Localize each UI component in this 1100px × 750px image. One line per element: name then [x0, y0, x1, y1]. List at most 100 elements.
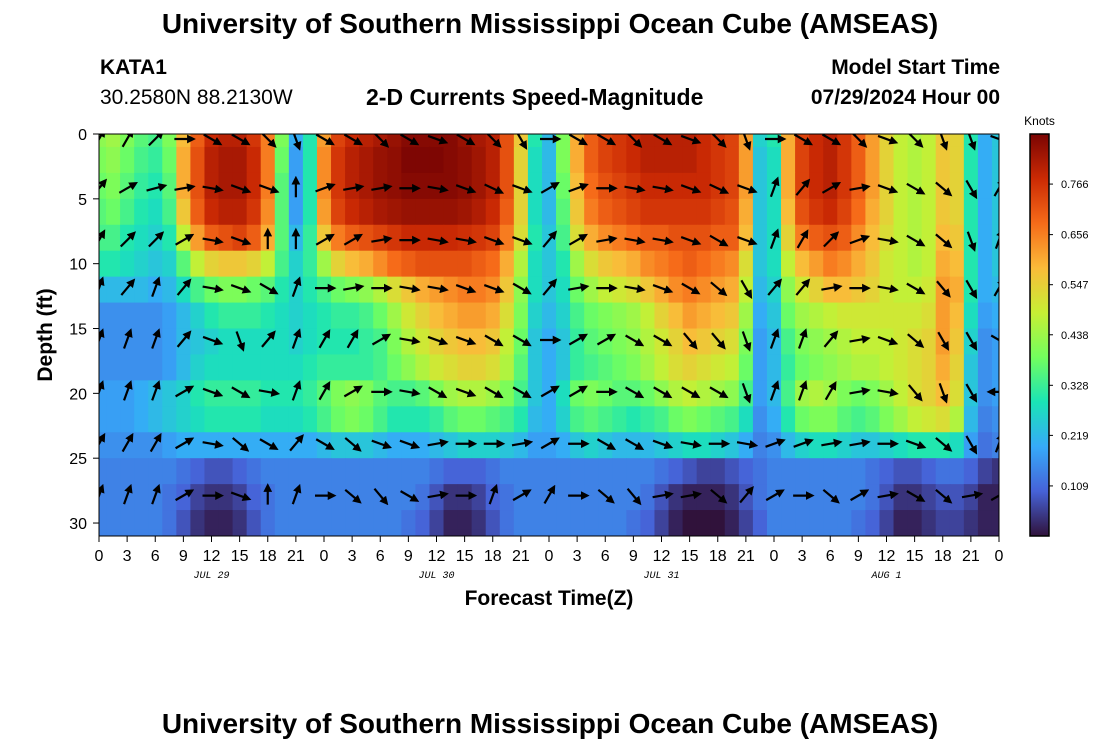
heat-cell: [471, 276, 487, 304]
heat-cell: [162, 276, 177, 304]
heat-cell: [190, 276, 206, 304]
colorbar-tick-label: 0.438: [1061, 330, 1089, 342]
heat-cell: [274, 458, 290, 485]
current-vector-arrow: [175, 437, 195, 450]
x-tick-label: 12: [428, 548, 446, 565]
heat-cell: [499, 328, 515, 356]
heat-cell: [457, 276, 473, 304]
heat-cell: [204, 380, 220, 407]
heat-cell: [485, 529, 501, 536]
heat-cell: [879, 224, 895, 252]
current-vector-arrow: [291, 328, 302, 349]
heat-cell: [415, 529, 431, 536]
current-vector-arrow: [261, 134, 277, 148]
current-vector-arrow: [343, 283, 365, 292]
heat-cell: [977, 510, 993, 531]
heat-cell: [204, 529, 220, 536]
x-tick-label: 9: [179, 548, 188, 565]
heat-cell: [738, 406, 754, 433]
current-vector-arrow: [850, 489, 870, 502]
heat-cell: [921, 328, 937, 356]
model-start-label: Model Start Time: [831, 56, 1000, 79]
heat-cell: [907, 458, 923, 485]
current-vector-arrow: [990, 494, 999, 502]
heat-cell: [851, 529, 867, 536]
current-vector-arrow: [151, 483, 161, 505]
heat-cell: [401, 146, 417, 174]
heat-cell: [316, 250, 332, 278]
heat-cell: [260, 328, 276, 356]
current-vector-arrow: [765, 489, 785, 502]
current-vector-arrow: [965, 179, 978, 200]
y-tick-label: 5: [78, 192, 87, 209]
heat-cell: [556, 146, 571, 174]
heat-cell: [682, 432, 698, 459]
current-vector-arrow: [512, 184, 533, 194]
heat-cell: [612, 198, 627, 226]
heat-cell: [190, 510, 206, 531]
heat-cell: [527, 198, 543, 226]
heat-cell: [331, 224, 346, 252]
heat-cell: [598, 529, 613, 536]
heat-cell: [387, 354, 402, 381]
heat-cell: [274, 146, 290, 174]
heat-cell: [752, 510, 768, 531]
current-vector-arrow: [484, 183, 505, 194]
heat-cell: [176, 529, 192, 536]
heat-cell: [949, 432, 965, 459]
heat-cell: [176, 250, 192, 278]
heat-cell: [865, 250, 881, 278]
heat-cell: [471, 146, 487, 174]
current-vector-arrow: [371, 183, 393, 192]
heat-cell: [710, 432, 726, 459]
heat-cell: [316, 529, 332, 536]
heat-cell: [851, 302, 867, 330]
heat-cell: [99, 134, 107, 148]
heat-cell: [204, 458, 220, 485]
x-tick-label: 3: [123, 548, 132, 565]
heat-cell: [766, 458, 782, 485]
heat-cell: [823, 328, 838, 356]
heat-cell: [443, 198, 459, 226]
current-vector-arrow: [680, 490, 702, 500]
heat-cell: [570, 458, 585, 485]
heat-cell: [626, 432, 642, 459]
heat-cell: [457, 198, 473, 226]
heat-cell: [246, 529, 262, 536]
heat-cell: [584, 224, 599, 252]
heat-cell: [921, 224, 937, 252]
heat-cell: [809, 328, 824, 356]
heat-cell: [696, 302, 712, 330]
heat-cell: [893, 146, 909, 174]
heat-cell: [837, 146, 852, 174]
current-vector-arrow: [258, 184, 280, 194]
current-vector-arrow: [849, 183, 871, 192]
heat-cell: [752, 134, 768, 148]
current-vector-arrow: [291, 483, 302, 505]
heat-cell: [134, 328, 149, 356]
current-vector-arrow: [681, 386, 701, 399]
heat-cell: [499, 146, 515, 174]
heat-cell: [949, 224, 965, 252]
current-vector-arrow: [292, 134, 302, 151]
heat-cell: [331, 134, 346, 148]
current-vector-arrow: [344, 488, 362, 504]
heat-cell: [148, 529, 163, 536]
heat-cell: [696, 380, 712, 407]
heat-cell: [443, 484, 459, 511]
heat-cell: [387, 224, 402, 252]
current-vector-arrow: [849, 335, 871, 344]
heat-cell: [907, 529, 923, 536]
heat-cell: [893, 198, 909, 226]
heat-cell: [640, 146, 656, 174]
heat-cell: [752, 250, 768, 278]
heat-cell: [274, 510, 290, 531]
heat-cell: [373, 198, 388, 226]
current-vector-arrow: [146, 183, 168, 192]
current-vector-arrow: [151, 328, 161, 349]
heat-cell: [162, 380, 177, 407]
heat-cell: [612, 224, 627, 252]
heat-cell: [752, 484, 768, 511]
heat-cell: [120, 432, 135, 459]
y-tick-label: 15: [69, 322, 87, 339]
